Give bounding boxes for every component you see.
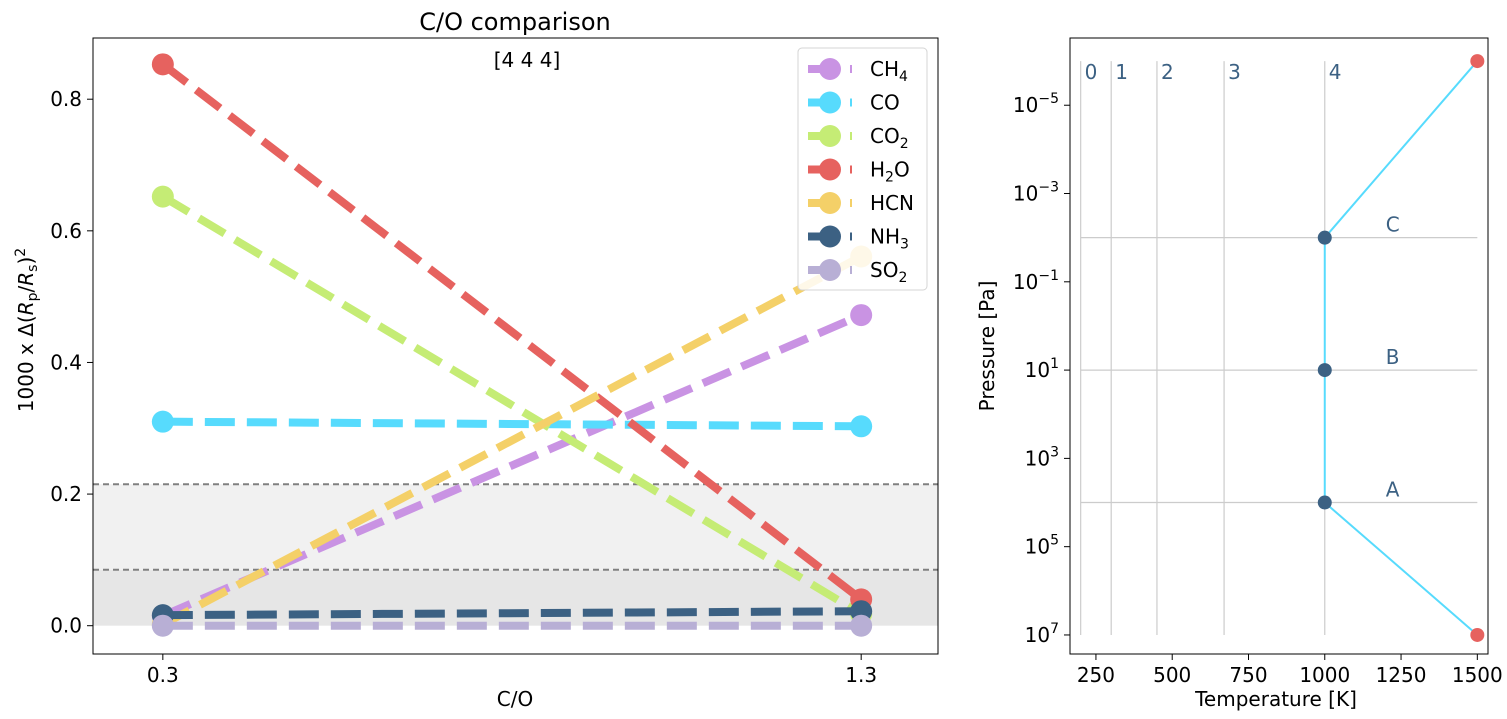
x-tick-label-1000: 1000 xyxy=(1299,663,1350,687)
reference-lines: 0 1 2 3 4 C B A xyxy=(1080,60,1478,635)
left-plot-frame xyxy=(92,37,939,655)
legend-label-h2o: H2O xyxy=(870,158,910,186)
co-comparison-panel: 0.0 0.2 0.4 0.6 0.8 0.3 1.3 C/O comparison [4… xyxy=(13,8,939,711)
y-tick-label-exp-5: 105 xyxy=(1025,533,1059,559)
x-tick-label-1500: 1500 xyxy=(1452,663,1503,687)
y-tick-label-exp--1: 10−1 xyxy=(1013,268,1059,294)
series-line-co xyxy=(162,417,862,431)
data-point-so2-1 xyxy=(850,614,873,637)
legend: CH4 CO CO2 H2O HCN NH3 SO2 xyxy=(797,47,928,291)
x-tick-label-1250: 1250 xyxy=(1376,663,1427,687)
y-tick-label-2: 0.4 xyxy=(50,350,82,374)
x-tick-label-0: 0.3 xyxy=(147,663,179,687)
data-point-ch4-1 xyxy=(850,304,873,327)
legend-marker-co2 xyxy=(819,125,841,147)
y-tick-label-0: 0.0 xyxy=(50,614,82,638)
x-tick-label-1: 1.3 xyxy=(845,663,877,687)
temperature-line-label-0: 0 xyxy=(1085,60,1098,84)
legend-label-co2: CO2 xyxy=(870,124,909,152)
temperature-line-label-4: 4 xyxy=(1329,60,1342,84)
data-point-h2o-0 xyxy=(151,53,174,76)
x-tick-label-750: 750 xyxy=(1229,663,1267,687)
legend-marker-ch4 xyxy=(819,58,841,80)
y-tick-label-3: 0.6 xyxy=(50,219,82,243)
legend-marker-nh3 xyxy=(819,225,841,248)
right-x-ticks: 250 500 750 1000 1250 1500 xyxy=(1077,654,1503,687)
y-tick-label-exp-3: 103 xyxy=(1025,444,1059,470)
level-label-a: A xyxy=(1386,478,1400,502)
left-x-axis-label: C/O xyxy=(497,687,533,711)
series-line-co2 xyxy=(160,193,864,618)
composition-annotation: [4 4 4] xyxy=(494,48,561,72)
legend-marker-co xyxy=(819,91,841,114)
right-plot-frame xyxy=(1069,37,1489,655)
pt-profile xyxy=(1317,54,1485,642)
temperature-line-label-1: 1 xyxy=(1115,60,1128,84)
left-x-ticks: 0.3 1.3 xyxy=(147,654,877,687)
series-line-nh3 xyxy=(162,607,862,620)
x-tick-label-500: 500 xyxy=(1153,663,1191,687)
legend-label-nh3: NH3 xyxy=(870,225,909,253)
legend-marker-hcn xyxy=(819,192,841,214)
series-line-h2o xyxy=(160,61,864,603)
legend-label-co: CO xyxy=(870,91,900,115)
level-point-2 xyxy=(1317,495,1332,510)
temperature-line-label-3: 3 xyxy=(1228,60,1241,84)
left-y-axis-label: 1000 x Δ(Rp/Rs)2 xyxy=(13,248,41,412)
data-point-co-1 xyxy=(850,415,873,438)
end-point-1 xyxy=(1470,627,1485,642)
legend-label-hcn: HCN xyxy=(870,191,914,215)
legend-marker-so2 xyxy=(819,259,841,281)
legend-marker-h2o xyxy=(819,158,841,181)
legend-label-ch4: CH4 xyxy=(870,57,908,85)
right-x-axis-label: Temperature [K] xyxy=(1194,687,1357,711)
shaded-band-1 xyxy=(93,484,938,570)
y-tick-label-exp-1: 101 xyxy=(1025,356,1059,382)
legend-label-so2: SO2 xyxy=(870,258,907,286)
y-tick-label-4: 0.8 xyxy=(50,87,82,111)
data-point-co2-0 xyxy=(151,185,174,208)
x-tick-label-250: 250 xyxy=(1077,663,1115,687)
left-y-ticks: 0.0 0.2 0.4 0.6 0.8 xyxy=(50,87,93,638)
y-tick-label-1: 0.2 xyxy=(50,482,82,506)
level-point-0 xyxy=(1317,230,1332,245)
level-label-b: B xyxy=(1386,345,1400,369)
series-lines xyxy=(151,53,873,637)
right-y-axis-label: Pressure [Pa] xyxy=(975,281,999,412)
temperature-profile-line xyxy=(1323,60,1479,636)
level-label-c: C xyxy=(1386,213,1400,237)
data-point-co-0 xyxy=(151,410,174,433)
y-tick-label-exp--5: 10−5 xyxy=(1013,91,1059,117)
series-line-hcn xyxy=(160,252,864,628)
pressure-temperature-panel: 0 1 2 3 4 C B A 10−5 10−3 10−1 101 103 105 107 250 500… xyxy=(975,37,1503,711)
right-y-ticks: 10−5 10−3 10−1 101 103 105 107 xyxy=(1013,91,1070,647)
temperature-line-label-2: 2 xyxy=(1161,60,1174,84)
level-point-1 xyxy=(1317,363,1332,378)
data-point-so2-0 xyxy=(151,614,174,637)
y-tick-label-exp--3: 10−3 xyxy=(1013,180,1059,206)
left-chart-title: C/O comparison xyxy=(419,8,611,36)
end-point-0 xyxy=(1470,54,1485,69)
uncertainty-bands xyxy=(93,483,938,626)
y-tick-label-exp-7: 107 xyxy=(1025,621,1059,647)
